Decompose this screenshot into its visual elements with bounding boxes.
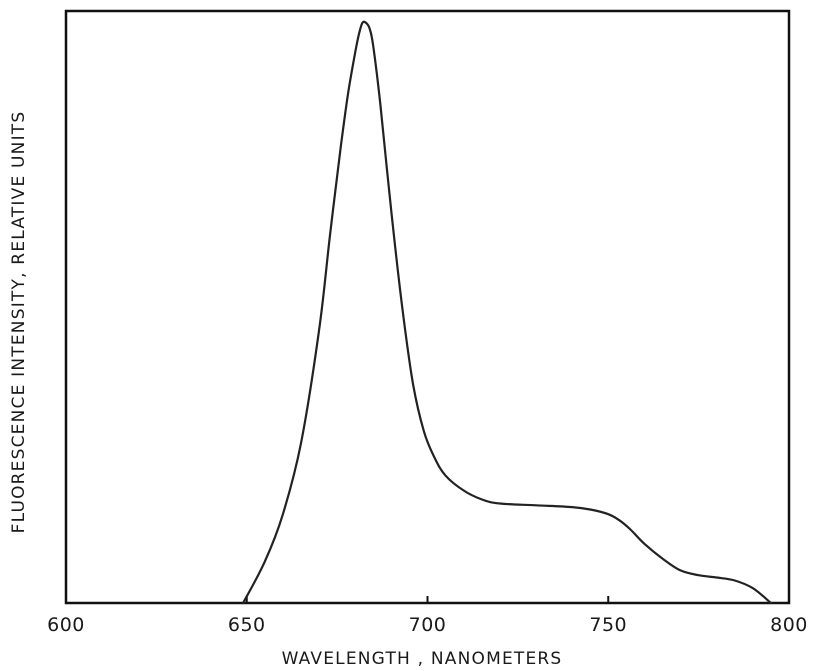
- plot-frame: [64, 9, 791, 605]
- x-axis-title: WAVELENGTH , NANOMETERS: [282, 649, 563, 669]
- x-tick-label: 800: [770, 614, 808, 636]
- fluorescence-curve: [242, 20, 772, 605]
- x-tick-label: 700: [409, 614, 447, 636]
- x-tick-label: 750: [589, 614, 627, 636]
- x-tick-label: 600: [47, 614, 85, 636]
- x-tick-label: 650: [228, 614, 266, 636]
- x-axis-tick-labels: 600 650 700 750 800: [47, 614, 808, 636]
- y-axis-title: FLUORESCENCE INTENSITY, RELATIVE UNITS: [9, 111, 29, 534]
